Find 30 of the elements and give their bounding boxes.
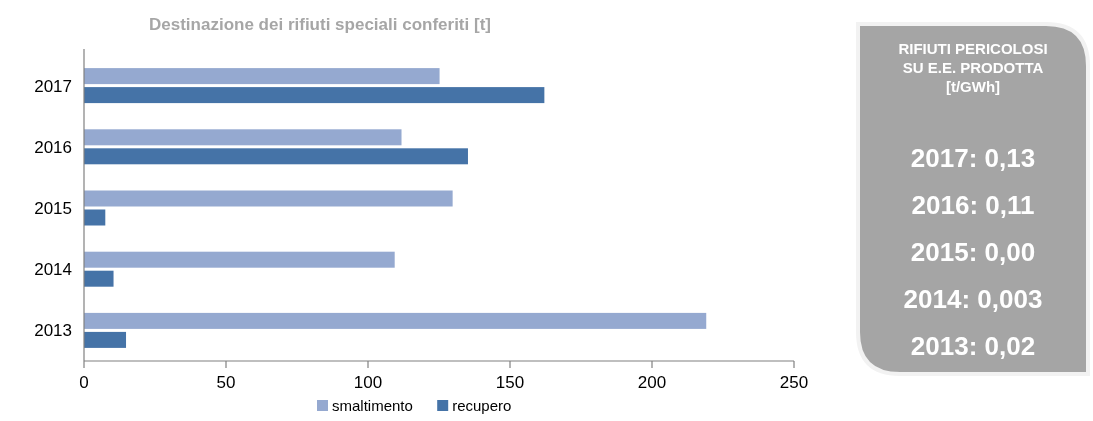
y-tick-label: 2014 [34,260,72,280]
bar [84,312,707,329]
legend-label: recupero [452,397,512,414]
text: 2016: 0,11 [911,190,1035,220]
x-tick-label: 100 [353,373,383,392]
x-tick-label: 200 [637,373,667,392]
bar [84,331,127,348]
bar [84,87,545,104]
bar [84,68,440,85]
chart-title: Destinazione dei rifiuti speciali conferiti [t] [149,15,491,34]
text: 2015: 0,00 [910,237,1036,267]
text: RIFIUTI PERICOLOSI SU E.E. PRODOTTA [t/GWh] [898,40,1048,95]
text: 2014: 0,003 [903,284,1043,314]
bar [84,190,453,207]
y-tick-label: 2016 [34,137,72,157]
x-tick-label: 150 [495,373,525,392]
y-tick-label: 2015 [34,199,72,218]
text: 2017: 0,13 [910,143,1036,173]
x-tick-label: 0 [79,373,89,392]
bar [84,209,106,226]
text: 2013: 0,02 [910,331,1036,361]
legend-label: smaltimento [332,397,413,414]
bar [84,148,468,165]
bar [84,129,402,146]
bar [84,270,114,287]
y-tick-label: 2013 [34,321,72,341]
x-tick-label: 250 [779,373,809,392]
y-tick-label: 2017 [34,76,72,96]
bar [84,251,395,268]
x-tick-label: 50 [216,373,236,392]
